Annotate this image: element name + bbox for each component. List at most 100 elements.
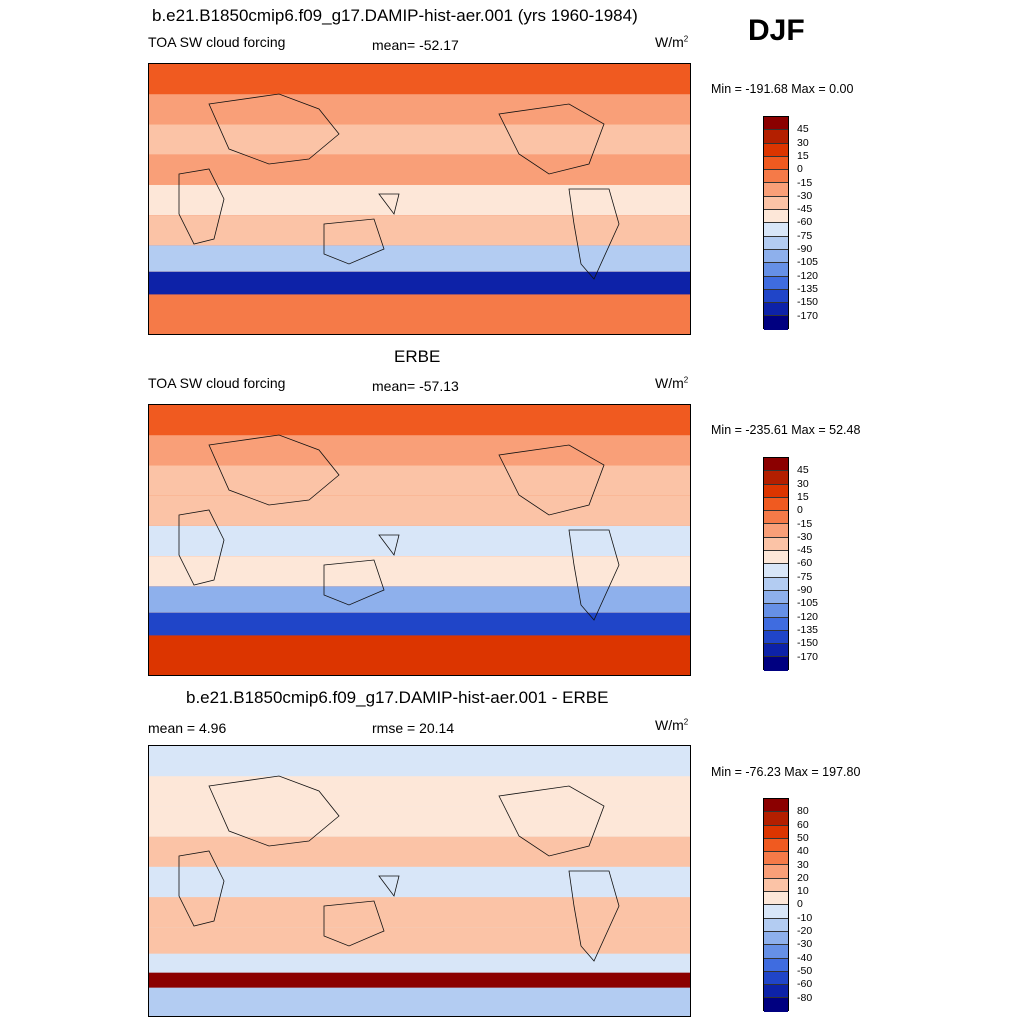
colorbar-tick-label: -150 [797, 637, 819, 650]
zonal-band [149, 294, 690, 334]
colorbar-swatch [764, 183, 788, 197]
colorbar-tick-label: -60 [797, 216, 813, 229]
colorbar-tick-label: 50 [797, 831, 809, 844]
coastline [178, 509, 225, 586]
colorbar-tick-label: -135 [797, 282, 819, 295]
colorbar-swatch [764, 945, 788, 959]
colorbar-tick-label: -15 [797, 517, 813, 530]
zonal-band [149, 271, 690, 295]
colorbar-tick-label: -170 [797, 309, 819, 322]
panel1-map [148, 63, 691, 335]
zonal-band [149, 245, 690, 272]
colorbar-swatch [764, 985, 788, 999]
colorbar-swatch [764, 564, 788, 578]
colorbar-swatch [764, 825, 788, 839]
coastline [568, 529, 620, 621]
colorbar-tick-label: -20 [797, 925, 813, 937]
colorbar-tick-label: 15 [797, 490, 809, 503]
colorbar-swatch [764, 590, 788, 605]
panel3-title: b.e21.B1850cmip6.f09_g17.DAMIP-hist-aer.… [186, 688, 609, 707]
zonal-band [149, 806, 690, 837]
coastline [208, 775, 340, 847]
colorbar-tick-label: 15 [797, 149, 809, 162]
colorbar-swatch [764, 236, 788, 250]
panel3-rmse-label: rmse = 20.14 [372, 720, 455, 736]
colorbar-swatch [764, 484, 788, 498]
colorbar-swatch [764, 971, 788, 986]
colorbar-swatch [764, 918, 788, 932]
colorbar-tick-label: -135 [797, 623, 819, 636]
zonal-band [149, 836, 690, 867]
colorbar-swatch [764, 865, 788, 879]
colorbar-tick-label: 20 [797, 871, 809, 884]
zonal-band [149, 612, 690, 636]
colorbar-tick-label: -50 [797, 964, 813, 977]
panel1-mean-label: mean= -52.17 [372, 37, 459, 53]
coastline [378, 534, 400, 556]
colorbar-swatch [764, 878, 788, 893]
colorbar-tick-label: 30 [797, 477, 809, 490]
panel2-minmax: Min = -235.61 Max = 52.48 [711, 423, 861, 437]
zonal-band [149, 495, 690, 526]
panel3-minmax: Min = -76.23 Max = 197.80 [711, 765, 861, 779]
colorbar-swatch [764, 249, 788, 264]
colorbar-tick-label: 60 [797, 818, 809, 831]
colorbar-swatch [764, 316, 788, 330]
colorbar-tick-label: -30 [797, 530, 813, 543]
zonal-band [149, 746, 690, 777]
panel2-map [148, 404, 691, 676]
colorbar-swatch [764, 838, 788, 853]
colorbar-swatch [764, 799, 788, 813]
zonal-band [149, 953, 690, 973]
colorbar-swatch [764, 892, 788, 906]
coastline [568, 870, 620, 962]
colorbar-tick-label: 45 [797, 464, 809, 477]
coastline [178, 168, 225, 245]
colorbar-tick-label: -60 [797, 557, 813, 570]
coastline [498, 444, 605, 516]
colorbar-tick-label: -75 [797, 570, 813, 583]
coastline [323, 218, 385, 265]
panel1-colorbar [763, 116, 789, 330]
colorbar-tick-label: -45 [797, 544, 813, 557]
colorbar-swatch [764, 524, 788, 538]
colorbar-swatch [764, 931, 788, 946]
colorbar-tick-label: -75 [797, 229, 813, 242]
coastline [178, 850, 225, 927]
colorbar-swatch [764, 289, 788, 304]
colorbar-swatch [764, 604, 788, 618]
colorbar-tick-label: -15 [797, 176, 813, 189]
colorbar-tick-label: 40 [797, 845, 809, 858]
colorbar-tick-label: -120 [797, 610, 819, 623]
colorbar-swatch [764, 471, 788, 485]
zonal-band [149, 405, 690, 436]
coastline [498, 785, 605, 857]
panel3-mean-label: mean = 4.96 [148, 720, 227, 736]
panel2-variable-label: TOA SW cloud forcing [148, 375, 286, 391]
colorbar-tick-label: -170 [797, 650, 819, 663]
panel3-map [148, 745, 691, 1017]
colorbar-swatch [764, 196, 788, 211]
coastline [323, 900, 385, 947]
panel2-mean-label: mean= -57.13 [372, 378, 459, 394]
colorbar-tick-label: 0 [797, 504, 803, 517]
colorbar-swatch [764, 551, 788, 565]
colorbar-swatch [764, 537, 788, 552]
zonal-band [149, 635, 690, 675]
colorbar-swatch [764, 210, 788, 224]
zonal-band [149, 866, 690, 898]
colorbar-swatch [764, 130, 788, 144]
colorbar-swatch [764, 117, 788, 131]
colorbar-swatch [764, 156, 788, 171]
colorbar-tick-label: 45 [797, 123, 809, 136]
zonal-band [149, 64, 690, 95]
colorbar-tick-label: -90 [797, 584, 813, 596]
coastline [208, 434, 340, 506]
zonal-band [149, 465, 690, 496]
zonal-band [149, 435, 690, 466]
coastline [323, 559, 385, 606]
zonal-band [149, 94, 690, 125]
colorbar-tick-label: -150 [797, 296, 819, 309]
coastline [498, 103, 605, 175]
colorbar-swatch [764, 905, 788, 919]
